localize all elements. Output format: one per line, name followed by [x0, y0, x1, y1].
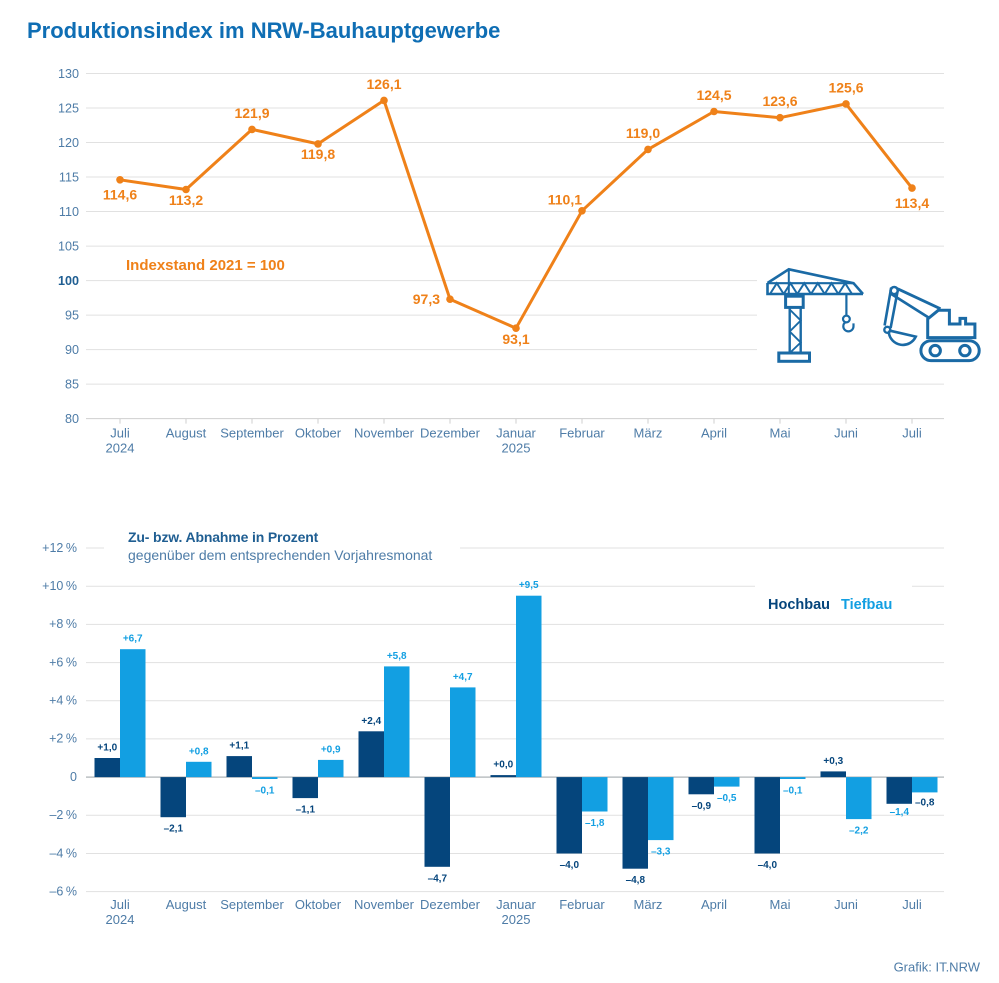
svg-text:–4,0: –4,0: [560, 860, 580, 871]
svg-text:121,9: 121,9: [234, 105, 269, 121]
svg-text:–2,1: –2,1: [164, 824, 184, 835]
svg-text:Grafik: IT.NRW: Grafik: IT.NRW: [894, 959, 981, 974]
svg-text:–0,8: –0,8: [915, 797, 935, 808]
svg-text:Dezember: Dezember: [420, 897, 481, 912]
svg-text:+8 %: +8 %: [49, 617, 77, 631]
svg-text:114,6: 114,6: [103, 186, 137, 202]
svg-text:2024: 2024: [106, 912, 135, 927]
svg-text:119,8: 119,8: [301, 146, 335, 162]
svg-text:–4 %: –4 %: [49, 846, 77, 860]
svg-text:126,1: 126,1: [366, 76, 401, 92]
svg-text:113,4: 113,4: [895, 195, 929, 211]
svg-text:–4,7: –4,7: [428, 873, 448, 884]
svg-text:2025: 2025: [502, 440, 531, 455]
svg-text:+2 %: +2 %: [49, 732, 77, 746]
svg-text:Februar: Februar: [559, 897, 605, 912]
svg-text:Dezember: Dezember: [420, 425, 481, 440]
svg-text:März: März: [634, 425, 663, 440]
svg-text:+0,3: +0,3: [823, 756, 843, 767]
svg-text:Juni: Juni: [834, 897, 858, 912]
svg-text:80: 80: [65, 412, 79, 426]
svg-text:Mai: Mai: [770, 425, 791, 440]
svg-text:–2,2: –2,2: [849, 826, 869, 837]
svg-text:–0,1: –0,1: [783, 786, 803, 797]
svg-text:April: April: [701, 425, 727, 440]
svg-text:115: 115: [59, 170, 79, 184]
svg-text:Juli: Juli: [110, 425, 130, 440]
svg-text:Januar: Januar: [496, 897, 536, 912]
svg-text:124,5: 124,5: [696, 87, 731, 103]
svg-text:Juli: Juli: [902, 897, 922, 912]
svg-text:+6 %: +6 %: [49, 655, 77, 669]
svg-text:Zu- bzw. Abnahme in Prozent: Zu- bzw. Abnahme in Prozent: [128, 529, 319, 545]
svg-text:+1,0: +1,0: [97, 743, 117, 754]
svg-text:+0,8: +0,8: [189, 746, 209, 757]
svg-text:Juni: Juni: [834, 425, 858, 440]
svg-text:105: 105: [58, 239, 79, 253]
svg-text:Indexstand 2021 = 100: Indexstand 2021 = 100: [126, 257, 285, 274]
svg-text:+6,7: +6,7: [123, 634, 143, 645]
svg-text:90: 90: [65, 343, 79, 357]
svg-text:0: 0: [70, 770, 77, 784]
svg-text:Juli: Juli: [110, 897, 130, 912]
svg-text:–0,1: –0,1: [255, 786, 275, 797]
svg-text:2025: 2025: [502, 912, 531, 927]
svg-text:120: 120: [58, 136, 79, 150]
svg-text:Tiefbau: Tiefbau: [841, 597, 892, 613]
svg-text:130: 130: [58, 67, 79, 81]
svg-text:+0,9: +0,9: [321, 744, 341, 755]
svg-text:August: August: [166, 897, 207, 912]
svg-text:November: November: [354, 425, 415, 440]
svg-text:110: 110: [59, 205, 79, 219]
svg-text:+4,7: +4,7: [453, 672, 473, 683]
svg-text:Januar: Januar: [496, 425, 536, 440]
svg-text:–4,8: –4,8: [626, 875, 646, 886]
svg-text:Februar: Februar: [559, 425, 605, 440]
svg-text:+12 %: +12 %: [42, 541, 77, 555]
svg-text:März: März: [634, 897, 663, 912]
svg-text:2024: 2024: [106, 440, 135, 455]
svg-text:Mai: Mai: [770, 897, 791, 912]
svg-text:Oktober: Oktober: [295, 425, 342, 440]
svg-text:119,0: 119,0: [626, 125, 660, 141]
svg-text:+9,5: +9,5: [519, 580, 539, 591]
svg-text:–2 %: –2 %: [49, 808, 77, 822]
svg-text:+1,1: +1,1: [229, 741, 249, 752]
svg-text:–1,4: –1,4: [890, 807, 910, 818]
svg-text:November: November: [354, 897, 415, 912]
svg-text:–1,8: –1,8: [585, 818, 605, 829]
svg-text:April: April: [701, 897, 727, 912]
svg-text:Hochbau: Hochbau: [768, 597, 830, 613]
svg-text:125,6: 125,6: [828, 79, 863, 95]
svg-text:August: August: [166, 425, 207, 440]
svg-text:95: 95: [65, 308, 79, 322]
svg-text:–4,0: –4,0: [758, 860, 778, 871]
svg-text:September: September: [220, 425, 284, 440]
svg-text:Produktionsindex im NRW-Bauhau: Produktionsindex im NRW-Bauhauptgewerbe: [27, 18, 500, 43]
svg-text:September: September: [220, 897, 284, 912]
svg-text:–3,3: –3,3: [651, 847, 671, 858]
svg-text:+4 %: +4 %: [49, 694, 77, 708]
svg-text:+5,8: +5,8: [387, 651, 407, 662]
svg-text:gegenüber dem entsprechenden V: gegenüber dem entsprechenden Vorjahresmo…: [128, 547, 432, 563]
svg-text:+2,4: +2,4: [361, 716, 381, 727]
svg-text:93,1: 93,1: [502, 331, 529, 347]
svg-text:113,2: 113,2: [169, 192, 203, 208]
svg-text:100: 100: [58, 274, 79, 288]
svg-text:+10 %: +10 %: [42, 579, 77, 593]
svg-text:85: 85: [65, 377, 79, 391]
svg-text:–0,9: –0,9: [692, 801, 712, 812]
svg-text:97,3: 97,3: [413, 291, 440, 307]
svg-text:Juli: Juli: [902, 425, 922, 440]
svg-text:+0,0: +0,0: [493, 760, 513, 771]
svg-text:–0,5: –0,5: [717, 793, 737, 804]
svg-text:–1,1: –1,1: [296, 805, 316, 816]
svg-text:–6 %: –6 %: [49, 884, 77, 898]
svg-text:110,1: 110,1: [548, 192, 582, 208]
svg-text:Oktober: Oktober: [295, 897, 342, 912]
svg-text:125: 125: [58, 101, 79, 115]
svg-text:123,6: 123,6: [762, 93, 797, 109]
